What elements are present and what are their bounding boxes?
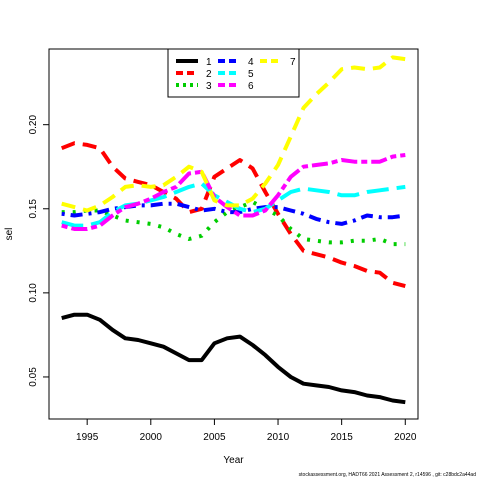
- x-tick-label: 2015: [331, 432, 354, 443]
- y-tick-label: 0.20: [28, 115, 39, 135]
- y-axis-title: sel: [4, 228, 15, 241]
- x-axis-title: Year: [223, 455, 244, 466]
- legend-label-4: 4: [248, 57, 254, 68]
- y-tick-label: 0.15: [28, 199, 39, 219]
- x-tick-label: 1995: [76, 432, 99, 443]
- series-line-7: [61, 55, 406, 213]
- x-tick-label: 2010: [267, 432, 290, 443]
- series-line-2: [60, 141, 406, 289]
- x-tick-label: 2005: [203, 432, 226, 443]
- series-line-1: [61, 312, 406, 405]
- x-tick-label: 2000: [140, 432, 163, 443]
- legend-label-7: 7: [290, 57, 296, 68]
- legend: 123 456 7: [167, 48, 300, 98]
- legend-label-3: 3: [206, 81, 212, 92]
- legend-label-6: 6: [248, 81, 254, 92]
- axes-layer: 1995 2000 2005 2010 2015 2020 0.05 0.10 0.15 0.20: [28, 115, 417, 443]
- x-tick-label: 2020: [394, 432, 417, 443]
- legend-label-5: 5: [248, 69, 254, 80]
- plot-frame: [48, 48, 419, 420]
- legend-label-2: 2: [206, 69, 212, 80]
- series-line-4: [61, 201, 406, 226]
- series-layer: [60, 55, 406, 405]
- series-line-3: [61, 200, 406, 247]
- y-tick-label: 0.05: [28, 367, 39, 387]
- y-tick-label: 0.10: [28, 283, 39, 303]
- series-line-6: [61, 153, 406, 231]
- footnote: stockassessment.org, HADT66 2021 Assessm…: [298, 472, 476, 478]
- legend-label-1: 1: [206, 57, 212, 68]
